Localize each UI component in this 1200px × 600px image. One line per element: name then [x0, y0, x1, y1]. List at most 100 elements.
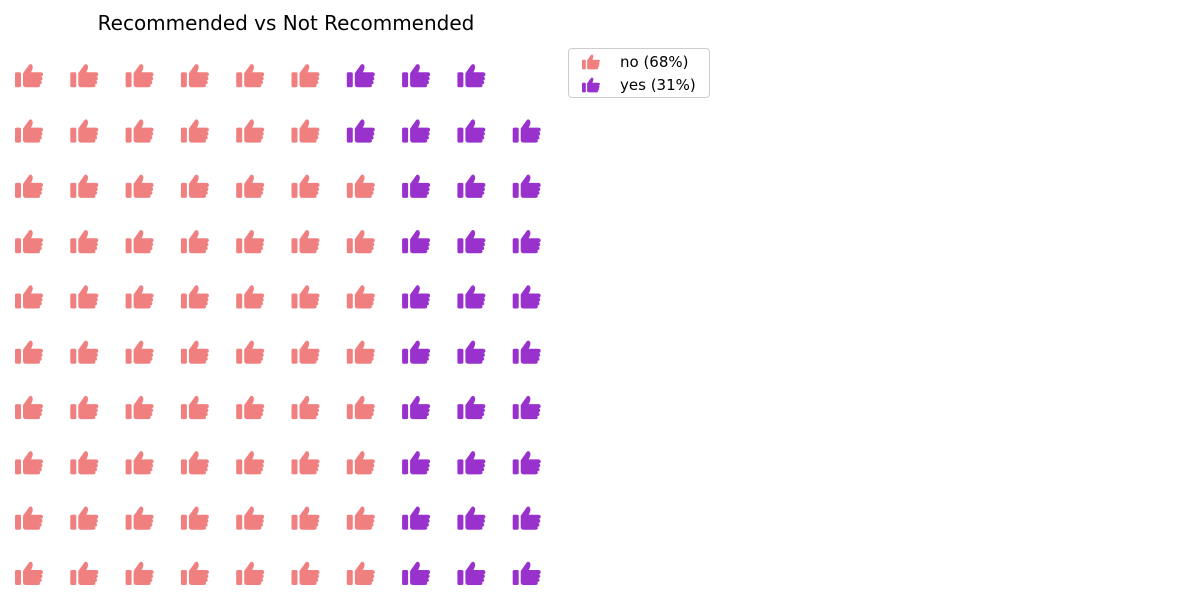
waffle-icon-no — [70, 340, 99, 364]
legend: no (68%) yes (31%) — [568, 48, 710, 98]
waffle-icon-no — [125, 229, 154, 254]
waffle-icon-no — [346, 451, 375, 475]
waffle-icon-no — [15, 285, 43, 309]
waffle-icon-no — [180, 285, 209, 309]
waffle-icon-yes — [512, 285, 541, 309]
waffle-icon-no — [346, 561, 375, 585]
waffle-icon-yes — [402, 285, 431, 309]
waffle-icon-no — [346, 229, 375, 254]
waffle-icon-no — [180, 561, 209, 585]
legend-item-yes: yes (31%) — [569, 74, 709, 96]
waffle-icon-yes — [402, 174, 431, 198]
waffle-icon-no — [291, 506, 320, 530]
waffle-icon-no — [70, 119, 99, 143]
waffle-icon-yes — [512, 395, 541, 420]
waffle-icon-no — [70, 64, 99, 88]
waffle-icon-yes — [457, 451, 486, 475]
waffle-icon-no — [291, 451, 320, 475]
waffle-icon-no — [15, 174, 43, 198]
waffle-icon-yes — [346, 64, 375, 88]
waffle-icon-no — [180, 64, 209, 88]
waffle-icon-yes — [457, 395, 486, 420]
waffle-icon-no — [180, 174, 209, 198]
waffle-icon-yes — [512, 506, 541, 530]
waffle-icon-yes — [402, 395, 431, 420]
waffle-icon-no — [236, 119, 265, 143]
waffle-grid — [15, 64, 541, 585]
waffle-icon-no — [180, 451, 209, 475]
waffle-icon-no — [180, 506, 209, 530]
thumbs-up-icon — [582, 77, 600, 93]
waffle-icon-no — [15, 64, 43, 88]
waffle-icon-yes — [512, 119, 541, 143]
waffle-icon-yes — [512, 340, 541, 364]
waffle-icon-yes — [402, 506, 431, 530]
waffle-icon-yes — [457, 174, 486, 198]
waffle-icon-no — [180, 340, 209, 364]
waffle-icon-no — [125, 174, 154, 198]
waffle-icon-yes — [512, 174, 541, 198]
waffle-icon-no — [180, 395, 209, 420]
waffle-icon-no — [291, 561, 320, 585]
waffle-icon-no — [70, 395, 99, 420]
waffle-icon-no — [291, 285, 320, 309]
waffle-icon-no — [125, 64, 154, 88]
waffle-icon-no — [125, 340, 154, 364]
waffle-icon-no — [125, 395, 154, 420]
waffle-icon-no — [15, 229, 43, 254]
waffle-icon-yes — [512, 229, 541, 254]
chart-title: Recommended vs Not Recommended — [97, 11, 475, 35]
waffle-icon-no — [236, 64, 265, 88]
waffle-icon-no — [70, 285, 99, 309]
waffle-icon-no — [291, 340, 320, 364]
waffle-icon-no — [70, 174, 99, 198]
waffle-icon-no — [346, 285, 375, 309]
waffle-icon-no — [15, 561, 43, 585]
waffle-icon-no — [125, 451, 154, 475]
waffle-icon-no — [180, 229, 209, 254]
waffle-icon-yes — [457, 506, 486, 530]
waffle-icon-no — [15, 119, 43, 143]
waffle-icon-no — [15, 340, 43, 364]
legend-label-no: no (68%) — [620, 53, 689, 71]
waffle-icon-no — [291, 395, 320, 420]
waffle-icon-yes — [457, 64, 486, 88]
thumbs-up-icon — [582, 54, 600, 70]
legend-label-yes: yes (31%) — [620, 76, 696, 94]
waffle-icon-yes — [402, 561, 431, 585]
waffle-icon-no — [180, 119, 209, 143]
waffle-icon-no — [346, 340, 375, 364]
waffle-icon-no — [15, 395, 43, 420]
waffle-icon-no — [125, 506, 154, 530]
waffle-icon-yes — [457, 229, 486, 254]
waffle-icon-no — [70, 229, 99, 254]
legend-item-no: no (68%) — [569, 51, 709, 73]
waffle-icon-no — [236, 174, 265, 198]
waffle-icon-yes — [457, 561, 486, 585]
waffle-icon-no — [291, 174, 320, 198]
waffle-icon-yes — [402, 64, 431, 88]
waffle-icon-no — [125, 561, 154, 585]
waffle-icon-no — [70, 451, 99, 475]
waffle-icon-no — [236, 340, 265, 364]
waffle-icon-yes — [457, 285, 486, 309]
waffle-icon-no — [236, 229, 265, 254]
waffle-icon-yes — [402, 340, 431, 364]
waffle-icon-no — [125, 119, 154, 143]
waffle-icon-no — [291, 119, 320, 143]
waffle-icon-no — [236, 285, 265, 309]
waffle-icon-no — [346, 395, 375, 420]
legend-icon-no — [582, 54, 600, 70]
waffle-icon-yes — [457, 119, 486, 143]
waffle-icon-no — [15, 506, 43, 530]
waffle-icon-no — [15, 451, 43, 475]
waffle-icon-no — [291, 229, 320, 254]
waffle-icon-no — [236, 395, 265, 420]
waffle-icon-no — [346, 506, 375, 530]
waffle-icon-yes — [402, 451, 431, 475]
waffle-icon-yes — [457, 340, 486, 364]
waffle-icon-yes — [512, 561, 541, 585]
waffle-icon-no — [236, 506, 265, 530]
waffle-icon-no — [291, 64, 320, 88]
waffle-icon-no — [70, 506, 99, 530]
